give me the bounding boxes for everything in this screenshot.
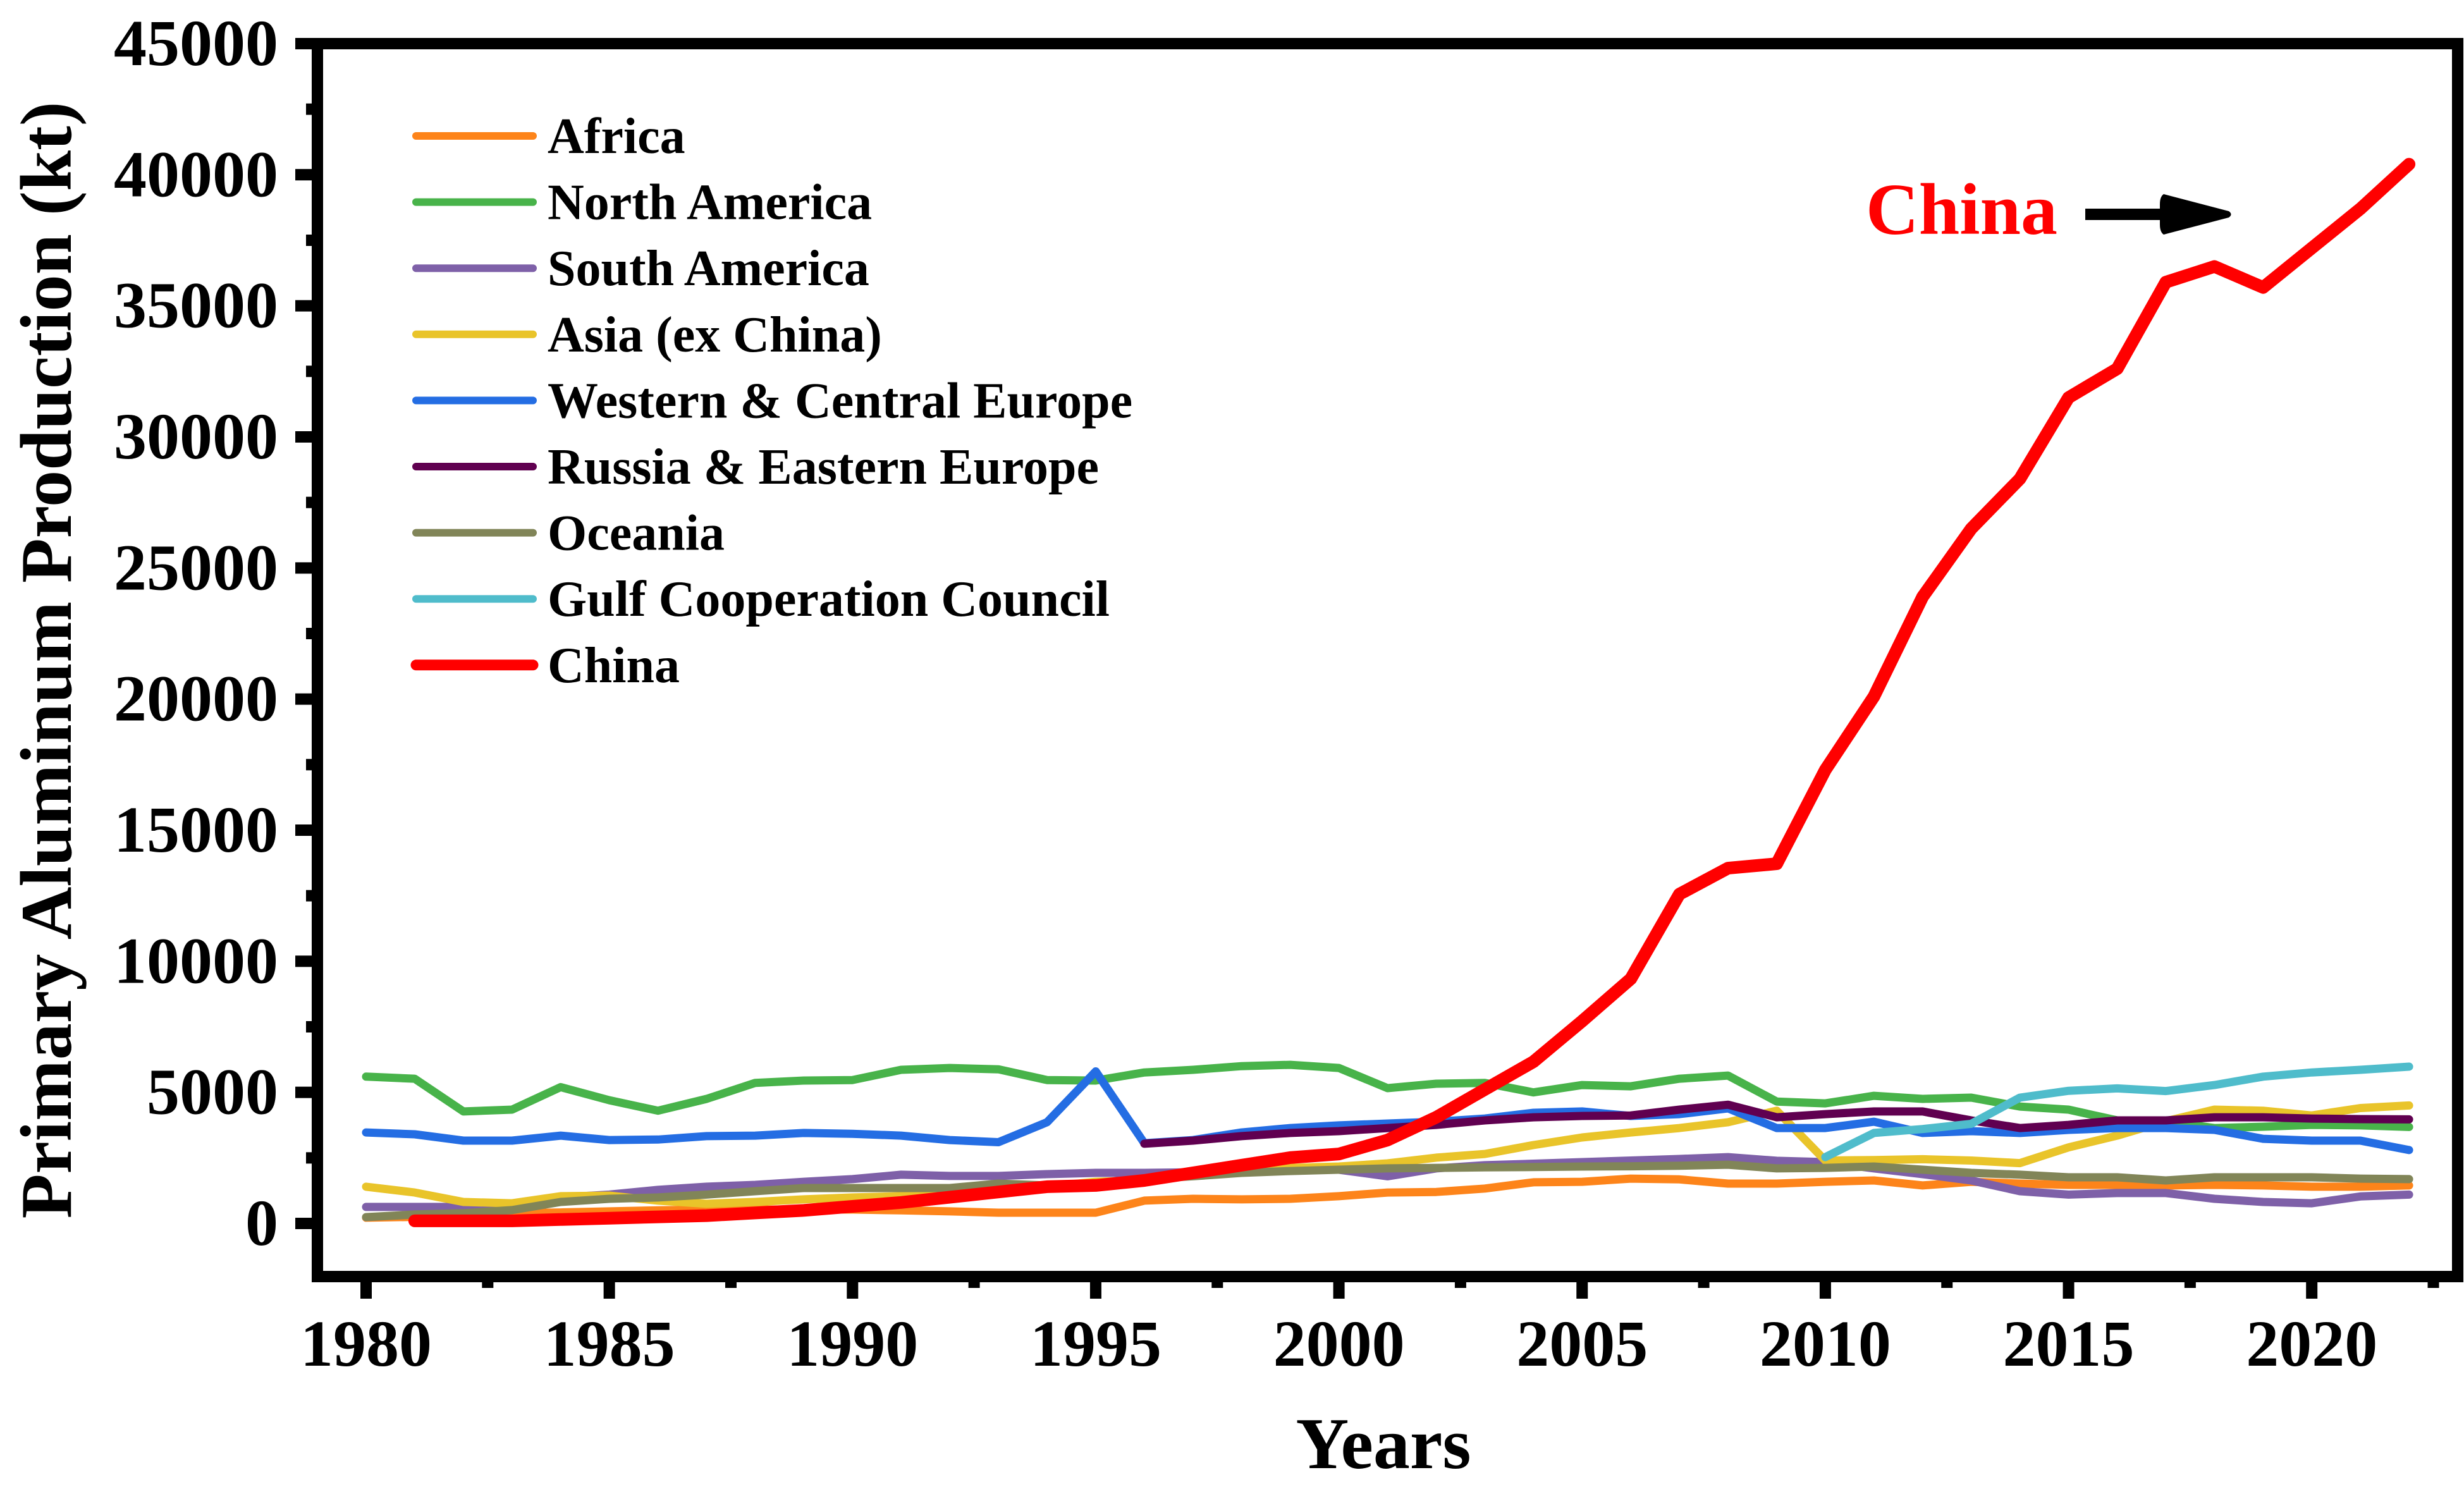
legend-label: China xyxy=(548,638,680,694)
legend-label: Asia (ex China) xyxy=(548,307,882,363)
legend-item-gulf-cooperation-council: Gulf Cooperation Council xyxy=(412,572,1110,627)
series-line-south-america xyxy=(362,1153,2413,1211)
plot-frame xyxy=(312,38,2463,1282)
x-minor-tick xyxy=(1211,1282,1223,1288)
x-axis: 1980 1985 1990 1995 2000 2005 2010 2015 2020 xyxy=(300,1282,2439,1380)
legend-item-china: China xyxy=(410,638,680,694)
y-major-tick xyxy=(295,300,312,312)
y-major-tick xyxy=(295,38,312,49)
x-tick-label: 2020 xyxy=(2246,1308,2377,1380)
x-tick-label: 2005 xyxy=(1516,1308,1648,1380)
china-annotation-label: China xyxy=(1866,169,2057,250)
y-tick-label: 40000 xyxy=(114,138,278,211)
legend: Africa North America South America Asia (ex… xyxy=(410,109,1132,694)
legend-label: Oceania xyxy=(548,506,725,561)
x-minor-tick xyxy=(725,1282,737,1288)
y-minor-tick xyxy=(306,1021,312,1032)
x-tick-label: 2000 xyxy=(1273,1308,1405,1380)
x-major-tick xyxy=(1333,1282,1345,1299)
legend-item-russia-eastern-europe: Russia & Eastern Europe xyxy=(412,439,1099,495)
y-major-tick xyxy=(295,431,312,443)
series-line-north-america xyxy=(362,1060,2413,1132)
y-major-tick xyxy=(295,824,312,836)
x-minor-tick xyxy=(1941,1282,1953,1288)
legend-label: Russia & Eastern Europe xyxy=(548,439,1099,495)
plot-border xyxy=(312,38,2463,1282)
plot-lines xyxy=(362,157,2416,1227)
y-minor-tick xyxy=(306,496,312,508)
series-line-gulf-cooperation-council xyxy=(1821,1062,2413,1161)
x-minor-tick xyxy=(2427,1282,2439,1288)
x-major-tick xyxy=(603,1282,615,1299)
series-line-china xyxy=(408,157,2416,1227)
y-minor-tick xyxy=(306,628,312,639)
legend-item-north-america: North America xyxy=(412,175,872,231)
x-major-tick xyxy=(360,1282,372,1299)
legend-label: South America xyxy=(548,241,869,297)
legend-label: North America xyxy=(548,175,872,231)
legend-item-western-central-europe: Western & Central Europe xyxy=(412,373,1132,429)
x-axis-title: Years xyxy=(1296,1404,1471,1485)
legend-item-africa: Africa xyxy=(412,109,685,164)
y-major-tick xyxy=(295,562,312,574)
y-major-tick xyxy=(295,955,312,967)
x-major-tick xyxy=(2306,1282,2318,1299)
y-tick-label: 45000 xyxy=(114,7,278,80)
y-minor-tick xyxy=(306,1152,312,1164)
x-tick-label: 1980 xyxy=(300,1308,432,1380)
legend-label: Africa xyxy=(548,109,685,164)
x-minor-tick xyxy=(968,1282,980,1288)
legend-label: Western & Central Europe xyxy=(548,373,1132,429)
x-minor-tick xyxy=(2184,1282,2196,1288)
x-major-tick xyxy=(1819,1282,1831,1299)
x-minor-tick xyxy=(1454,1282,1466,1288)
y-minor-tick xyxy=(306,759,312,771)
y-major-tick xyxy=(295,1086,312,1098)
x-tick-label: 1985 xyxy=(544,1308,675,1380)
x-tick-label: 1990 xyxy=(787,1308,918,1380)
x-tick-label: 2010 xyxy=(1760,1308,1891,1380)
y-minor-tick xyxy=(306,365,312,377)
x-minor-tick xyxy=(1698,1282,1710,1288)
x-major-tick xyxy=(1576,1282,1588,1299)
series-line-western-central-europe xyxy=(362,1067,2413,1155)
y-axis: 0 5000 10000 15000 20000 25000 30000 35000 40000… xyxy=(114,7,312,1259)
x-major-tick xyxy=(847,1282,859,1299)
china-annotation: China xyxy=(1866,169,2231,250)
legend-item-asia-ex-china: Asia (ex China) xyxy=(412,307,882,363)
y-tick-label: 0 xyxy=(245,1187,278,1259)
y-tick-label: 30000 xyxy=(114,400,278,473)
y-tick-label: 5000 xyxy=(147,1056,278,1129)
y-tick-label: 35000 xyxy=(114,269,278,342)
series-line-asia-ex-china xyxy=(362,1101,2413,1208)
y-minor-tick xyxy=(306,890,312,902)
y-minor-tick xyxy=(306,103,312,115)
series-line-oceania xyxy=(362,1160,2413,1222)
y-axis-title: Primary Aluminum Production (kt) xyxy=(6,102,87,1219)
y-major-tick xyxy=(295,169,312,181)
y-major-tick xyxy=(295,1218,312,1229)
x-tick-label: 1995 xyxy=(1030,1308,1162,1380)
legend-item-south-america: South America xyxy=(412,241,869,297)
legend-label: Gulf Cooperation Council xyxy=(548,572,1110,627)
y-tick-label: 10000 xyxy=(114,924,278,997)
y-tick-label: 15000 xyxy=(114,794,278,866)
x-minor-tick xyxy=(482,1282,494,1288)
x-major-tick xyxy=(1089,1282,1101,1299)
y-tick-label: 20000 xyxy=(114,663,278,735)
x-major-tick xyxy=(2063,1282,2075,1299)
x-tick-label: 2015 xyxy=(2003,1308,2135,1380)
series-line-russia-eastern-europe xyxy=(1140,1100,2413,1148)
y-tick-label: 25000 xyxy=(114,531,278,604)
y-major-tick xyxy=(295,693,312,705)
legend-item-oceania: Oceania xyxy=(412,506,725,561)
y-minor-tick xyxy=(306,235,312,246)
arrow-right-icon xyxy=(2085,194,2231,235)
